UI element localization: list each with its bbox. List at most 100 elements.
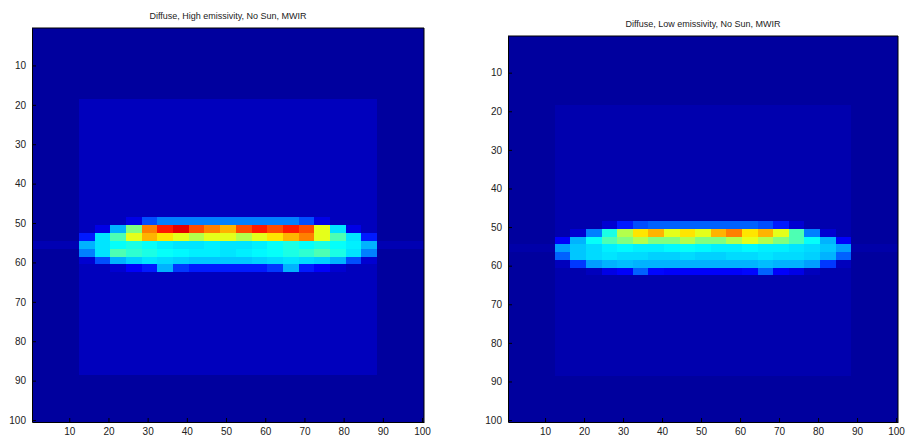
heatmap-cell [758, 376, 774, 422]
heatmap-cell [110, 217, 126, 225]
heatmap-cell [346, 264, 362, 272]
tick: 40 [15, 178, 36, 189]
tick-label: 10 [15, 60, 27, 71]
tick-label: 50 [221, 426, 233, 437]
heatmap-cell [633, 260, 649, 268]
heatmap-cell [142, 217, 158, 225]
heatmap-cell [95, 241, 111, 249]
heatmap-cell [633, 237, 649, 245]
heatmap-cell [79, 99, 95, 218]
heatmap-cell [508, 229, 555, 237]
tick-mark [508, 111, 512, 112]
tick-mark [662, 418, 663, 422]
heatmap-cell [299, 225, 315, 233]
heatmap-cell [804, 244, 820, 252]
tick-label: 80 [813, 426, 825, 437]
heatmap-cell [126, 233, 142, 241]
heatmap-cell [664, 260, 680, 268]
tick: 10 [64, 418, 76, 437]
tick-mark [383, 418, 384, 422]
heatmap-cell [173, 28, 189, 99]
heatmap-cell [314, 233, 330, 241]
tick-label: 100 [888, 426, 905, 437]
heatmap-cell [267, 375, 283, 422]
tick-mark [896, 418, 897, 422]
heatmap-cell [79, 233, 95, 241]
heatmap-cell [79, 217, 95, 225]
heatmap-cell [555, 268, 571, 276]
heatmap-cell [299, 264, 315, 272]
axis-line [32, 29, 33, 423]
heatmap-cell [377, 28, 424, 99]
tick: 90 [378, 418, 390, 437]
heatmap-cell [664, 376, 680, 422]
heatmap-cell [570, 221, 586, 229]
heatmap-cell [664, 229, 680, 237]
tick-mark [508, 150, 512, 151]
heatmap-cell [314, 264, 330, 272]
heatmap-cell [110, 233, 126, 241]
tick: 100 [9, 415, 36, 426]
heatmap-cell [648, 260, 664, 268]
heatmap-cell [283, 257, 299, 265]
heatmap-cell [570, 36, 586, 106]
tick: 30 [618, 418, 630, 437]
heatmap-cell [346, 249, 362, 257]
heatmap-cell [633, 244, 649, 252]
heatmap-cell [157, 99, 173, 218]
heatmap-cell [586, 36, 602, 106]
heatmap-cell [314, 241, 330, 249]
heatmap-cell [648, 244, 664, 252]
heatmap-cell [32, 233, 80, 241]
heatmap-cell [283, 233, 299, 241]
heatmap-cell [314, 217, 330, 225]
heatmap-cell [773, 252, 789, 260]
heatmap-cell [680, 229, 696, 237]
heatmap-cell [711, 237, 727, 245]
heatmap-cell [314, 257, 330, 265]
heatmap-cell [157, 257, 173, 265]
heatmap-cell [617, 376, 633, 422]
tick-label: 80 [491, 338, 503, 349]
tick: 10 [15, 60, 36, 71]
tick: 60 [15, 257, 36, 268]
heatmap-cell [283, 375, 299, 422]
heatmap-cell [95, 233, 111, 241]
heatmap-cell [361, 233, 377, 241]
heatmap-cell [602, 237, 618, 245]
heatmap-cell [570, 376, 586, 422]
heatmap-cell [126, 375, 142, 422]
heatmap-cell [789, 229, 805, 237]
heatmap-cell [220, 99, 236, 218]
heatmap-cell [346, 233, 362, 241]
tick: 40 [182, 418, 194, 437]
heatmap-cell [173, 241, 189, 249]
tick-label: 90 [491, 376, 503, 387]
heatmap-cell [252, 217, 268, 225]
tick-label: 20 [15, 100, 27, 111]
heatmap-cell [773, 237, 789, 245]
heatmap-cell [157, 217, 173, 225]
tick-label: 20 [491, 106, 503, 117]
heatmap-cell [110, 264, 126, 272]
heatmap-cell [267, 28, 283, 99]
heatmap-cell [789, 221, 805, 229]
heatmap-cell [236, 233, 252, 241]
panel: 1020304050607080901001020304050607080901… [9, 11, 431, 437]
tick-label: 70 [299, 426, 311, 437]
heatmap-cell [602, 275, 618, 376]
heatmap-cell [726, 237, 742, 245]
tick-mark [108, 418, 109, 422]
tick: 80 [15, 336, 36, 347]
tick: 20 [491, 106, 512, 117]
heatmap-cell [508, 275, 555, 376]
heatmap-cell [95, 272, 111, 375]
axis-line [508, 37, 509, 423]
heatmap-cell [110, 99, 126, 218]
tick: 20 [15, 100, 36, 111]
heatmap-cell [836, 252, 852, 260]
heatmap-cell [236, 264, 252, 272]
heatmap-cell [283, 272, 299, 375]
axis-line [509, 422, 899, 423]
heatmap-cell [142, 264, 158, 272]
